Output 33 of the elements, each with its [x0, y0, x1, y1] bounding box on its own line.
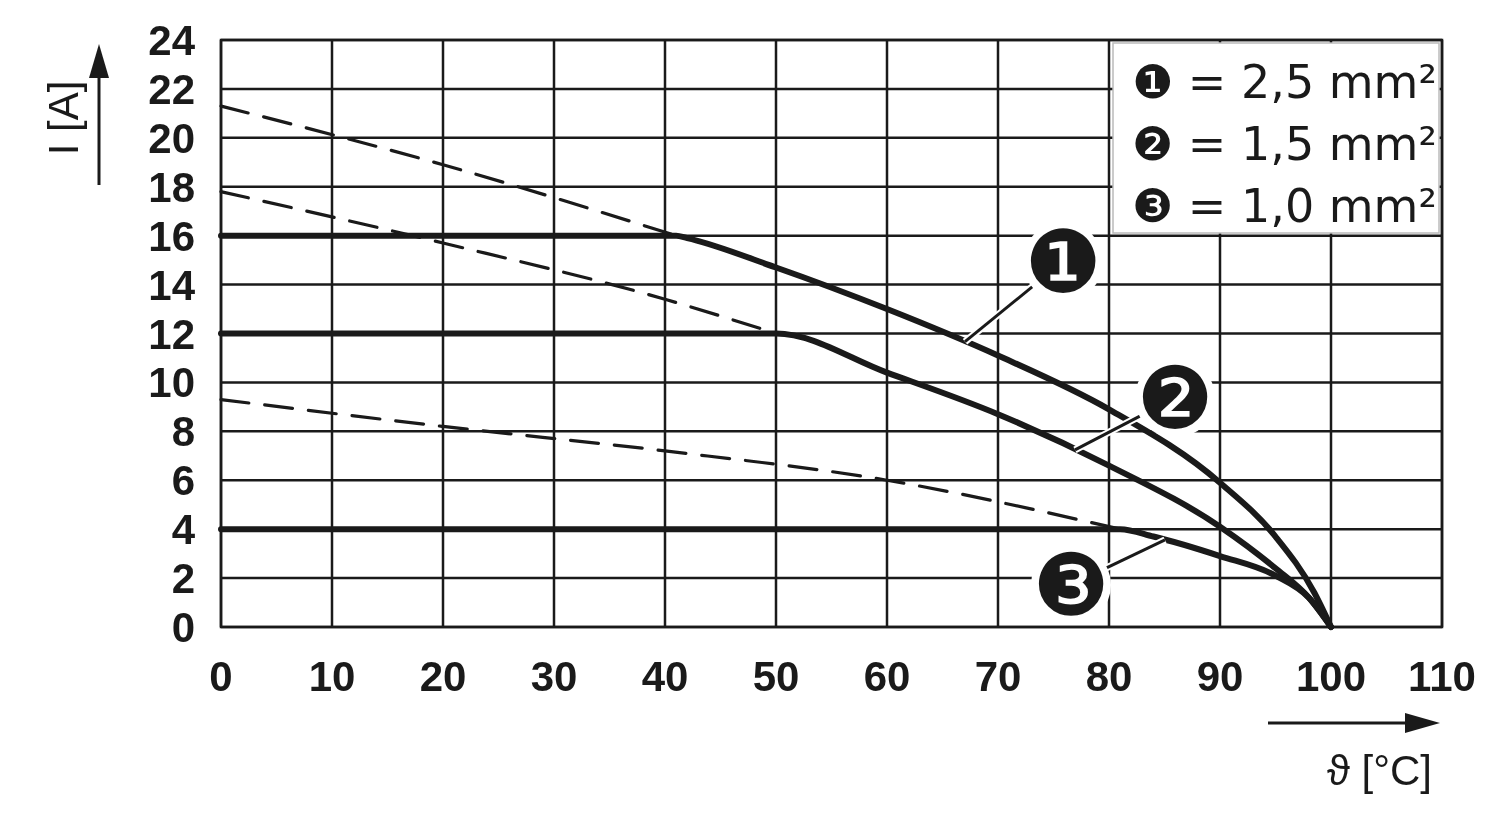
y-tick-label: 14 — [148, 261, 196, 309]
y-tick-label: 0 — [171, 604, 195, 651]
y-axis-title: I [A] — [40, 80, 87, 156]
x-tick-label: 0 — [209, 653, 233, 700]
x-tick-label: 30 — [530, 653, 578, 700]
series-label: ❶ — [1024, 211, 1102, 312]
y-tick-label: 22 — [148, 65, 195, 113]
series-label: ❷ — [1136, 347, 1214, 448]
x-tick-label: 110 — [1408, 653, 1476, 700]
x-tick-label: 50 — [752, 653, 800, 700]
y-tick-label: 4 — [171, 506, 196, 554]
y-tick-label: 10 — [148, 359, 195, 407]
y-tick-label: 12 — [148, 310, 195, 358]
x-tick-label: 20 — [419, 653, 467, 700]
x-tick-label: 60 — [863, 653, 911, 700]
y-tick-label: 24 — [148, 17, 196, 64]
x-tick-label: 70 — [974, 653, 1022, 700]
x-tick-label: 80 — [1085, 653, 1133, 700]
annotation: ❷ = 1,5 mm² — [1132, 117, 1437, 171]
x-tick-label: 90 — [1196, 653, 1244, 700]
y-tick-label: 8 — [171, 408, 195, 456]
annotation: ❸ = 1,0 mm² — [1132, 179, 1437, 233]
y-tick-label: 2 — [171, 555, 195, 603]
x-axis-title: ϑ [°C] — [1326, 747, 1432, 794]
x-tick-label: 10 — [308, 653, 356, 700]
y-tick-label: 16 — [148, 212, 195, 260]
x-tick-label: 40 — [641, 653, 689, 700]
annotation: ❶ = 2,5 mm² — [1132, 55, 1437, 109]
y-tick-label: 18 — [148, 163, 195, 211]
x-tick-label: 100 — [1295, 653, 1367, 700]
y-tick-label: 6 — [171, 457, 195, 505]
legend-label: ❸ — [1032, 534, 1110, 635]
y-tick-label: 20 — [148, 114, 195, 162]
